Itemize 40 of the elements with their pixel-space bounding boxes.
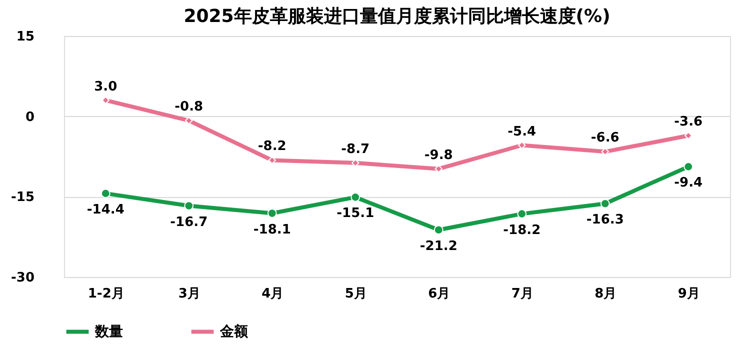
data-label: -15.1 (336, 206, 374, 222)
data-label: 3.0 (94, 79, 118, 94)
point (350, 192, 360, 202)
legend-label: 金额 (219, 322, 249, 340)
y-tick-label: 15 (16, 30, 34, 44)
x-tick-label: 4月 (262, 286, 284, 302)
data-label: -5.4 (508, 124, 536, 140)
point (600, 198, 610, 208)
x-tick-label: 3月 (178, 286, 200, 302)
data-label: -16.7 (170, 214, 208, 230)
point (267, 208, 277, 218)
y-tick-label: -15 (11, 190, 34, 206)
data-label: -3.6 (674, 114, 703, 130)
point (184, 201, 194, 210)
y-tick-label: -30 (11, 270, 34, 286)
x-tick-label: 5月 (344, 286, 367, 302)
x-tick-label: 8月 (594, 286, 617, 302)
data-label: -6.6 (590, 130, 620, 146)
data-label: -18.1 (253, 222, 291, 238)
data-label: -21.2 (420, 238, 458, 254)
y-tick-label: 0 (25, 110, 34, 125)
x-tick-label: 1-2月 (88, 286, 124, 302)
chart-title: 2025年皮革服装进口量值月度累计同比增长速度(%) (184, 6, 610, 27)
legend-label: 数量 (94, 324, 123, 340)
data-label: -8.7 (341, 142, 370, 157)
point (100, 188, 110, 198)
point (185, 116, 193, 124)
data-label: -9.4 (674, 176, 703, 191)
point (684, 162, 694, 172)
data-label: -8.2 (258, 139, 286, 154)
data-label: -0.8 (174, 100, 204, 115)
x-tick-label: 9月 (678, 286, 700, 302)
point (517, 209, 527, 218)
point (434, 225, 444, 235)
data-label: -9.8 (424, 148, 453, 163)
x-tick-label: 6月 (428, 286, 450, 302)
data-label: -14.4 (86, 202, 124, 218)
data-label: -16.3 (586, 212, 624, 228)
x-tick-label: 7月 (511, 286, 534, 302)
data-label: -18.2 (503, 222, 541, 238)
